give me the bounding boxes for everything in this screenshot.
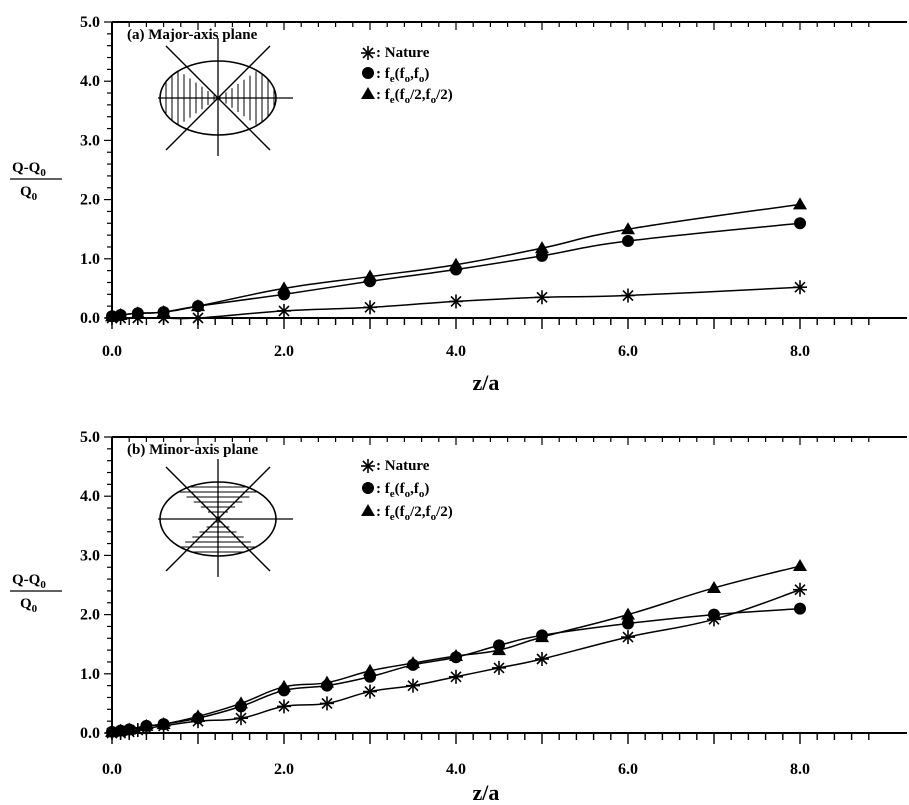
legend-label-fe2: : fe(fo/2,fo/2) xyxy=(376,504,453,523)
legend-marker-triangle xyxy=(361,87,375,99)
y-tick-label: 2.0 xyxy=(80,607,100,624)
point-asterisk xyxy=(621,289,635,303)
y-tick-label: 4.0 xyxy=(80,488,100,505)
panel-b: 0.0 2.0 4.0 6.0 8.0 0.0 1.0 2.0 3.0 4.0 5.0 z/a Q-Q0… xyxy=(10,429,907,805)
x-tick-label: 4.0 xyxy=(446,761,466,778)
legend-marker-circle xyxy=(362,67,374,79)
series-line-triangle xyxy=(112,566,800,732)
y-axis-title-numerator: Q-Q0 xyxy=(12,572,46,591)
legend-label-nature: : Nature xyxy=(376,45,430,61)
point-circle xyxy=(794,217,806,229)
point-asterisk xyxy=(363,685,377,699)
point-asterisk xyxy=(535,652,549,666)
legend: : Nature : fe(fo,fo) : fe(fo/2,fo/2) xyxy=(361,45,453,106)
legend-label-fe2: : fe(fo/2,fo/2) xyxy=(376,87,453,106)
legend-label-fe1: : fe(fo,fo) xyxy=(376,66,429,85)
x-tick-label: 2.0 xyxy=(274,343,294,360)
legend-marker-circle xyxy=(362,482,374,494)
y-tick-label: 2.0 xyxy=(80,192,100,209)
x-tick-label: 2.0 xyxy=(274,761,294,778)
legend-marker-asterisk xyxy=(361,46,375,60)
x-axis-title: z/a xyxy=(473,780,500,805)
legend-label-fe1: : fe(fo,fo) xyxy=(376,481,429,500)
point-circle xyxy=(622,235,634,247)
point-asterisk xyxy=(449,294,463,308)
legend-marker-asterisk xyxy=(361,459,375,473)
x-tick-label: 8.0 xyxy=(790,343,810,360)
legend-marker-triangle xyxy=(361,504,375,516)
y-axis-title-denominator: Q0 xyxy=(20,184,38,203)
point-asterisk xyxy=(406,679,420,693)
y-tick-label: 3.0 xyxy=(80,132,100,149)
point-triangle xyxy=(793,559,807,571)
point-asterisk xyxy=(234,711,248,725)
point-triangle xyxy=(793,197,807,209)
y-tick-label: 5.0 xyxy=(80,429,100,446)
point-circle xyxy=(708,609,720,621)
point-asterisk xyxy=(277,699,291,713)
ellipse-diagram-icon-0 xyxy=(158,38,293,156)
x-tick-label: 0.0 xyxy=(102,343,122,360)
panel-a: 0.0 2.0 4.0 6.0 8.0 0.0 1.0 2.0 3.0 4.0 5.0 z/a Q-Q0… xyxy=(10,14,907,395)
point-asterisk xyxy=(492,661,506,675)
y-tick-label: 0.0 xyxy=(80,725,100,742)
x-axis-title: z/a xyxy=(473,370,500,395)
x-tick-label: 0.0 xyxy=(102,761,122,778)
y-tick-label: 5.0 xyxy=(80,14,100,31)
x-tick-label: 6.0 xyxy=(618,343,638,360)
y-tick-label: 1.0 xyxy=(80,251,100,268)
point-asterisk xyxy=(793,583,807,597)
point-asterisk xyxy=(277,304,291,318)
point-asterisk xyxy=(449,670,463,684)
panel-title: (a) Major-axis plane xyxy=(127,27,258,43)
point-asterisk xyxy=(363,300,377,314)
y-tick-label: 1.0 xyxy=(80,666,100,683)
point-asterisk xyxy=(621,630,635,644)
point-asterisk xyxy=(320,696,334,710)
ellipse-diagram-icon-1 xyxy=(158,459,293,577)
panel-title: (b) Minor-axis plane xyxy=(127,442,258,458)
y-tick-label: 0.0 xyxy=(80,310,100,327)
x-tick-label: 8.0 xyxy=(790,761,810,778)
point-circle xyxy=(794,603,806,615)
point-asterisk xyxy=(793,280,807,294)
legend: : Nature : fe(fo,fo) : fe(fo/2,fo/2) xyxy=(361,458,453,523)
y-tick-label: 4.0 xyxy=(80,73,100,90)
x-tick-label: 4.0 xyxy=(446,343,466,360)
x-tick-label: 6.0 xyxy=(618,761,638,778)
point-asterisk xyxy=(535,290,549,304)
point-triangle xyxy=(234,696,248,708)
y-axis-title-numerator: Q-Q0 xyxy=(12,160,46,179)
legend-label-nature: : Nature xyxy=(376,458,430,474)
y-axis-title-denominator: Q0 xyxy=(20,596,38,615)
point-asterisk xyxy=(191,311,205,325)
y-tick-label: 3.0 xyxy=(80,547,100,564)
